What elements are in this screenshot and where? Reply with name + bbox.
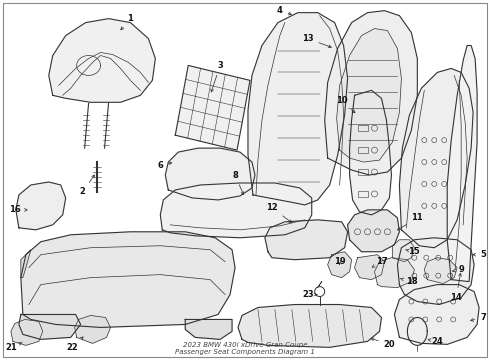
- Text: 9: 9: [453, 265, 464, 274]
- Text: 24: 24: [428, 337, 443, 346]
- Polygon shape: [394, 285, 479, 345]
- Text: 20: 20: [371, 338, 395, 349]
- Polygon shape: [397, 238, 474, 305]
- Polygon shape: [185, 319, 232, 339]
- Text: 22: 22: [67, 337, 83, 352]
- Polygon shape: [19, 315, 81, 339]
- Text: 19: 19: [334, 257, 345, 266]
- Text: 2: 2: [80, 175, 95, 197]
- Polygon shape: [337, 28, 401, 162]
- Text: 15: 15: [406, 247, 420, 256]
- Polygon shape: [21, 250, 31, 278]
- Text: 23: 23: [302, 290, 317, 299]
- Text: 1: 1: [121, 14, 133, 30]
- Polygon shape: [349, 90, 392, 215]
- Text: 3: 3: [211, 61, 223, 92]
- Polygon shape: [325, 11, 417, 175]
- Polygon shape: [374, 258, 415, 288]
- Polygon shape: [238, 305, 382, 347]
- Text: 14: 14: [450, 273, 462, 302]
- Text: 5: 5: [473, 250, 486, 259]
- Text: 7: 7: [471, 313, 486, 322]
- Bar: [358, 147, 368, 153]
- Polygon shape: [165, 148, 255, 200]
- Polygon shape: [392, 240, 415, 262]
- Text: 17: 17: [372, 257, 387, 267]
- Bar: [358, 169, 368, 175]
- Polygon shape: [347, 210, 399, 252]
- Bar: [358, 125, 368, 131]
- Text: 8: 8: [232, 171, 244, 195]
- Polygon shape: [265, 220, 347, 260]
- Polygon shape: [424, 258, 457, 284]
- Bar: [358, 191, 368, 197]
- Polygon shape: [328, 252, 352, 278]
- Text: 21: 21: [5, 343, 22, 352]
- Text: 2023 BMW 430i xDrive Gran Coupe
Passenger Seat Components Diagram 1: 2023 BMW 430i xDrive Gran Coupe Passenge…: [175, 342, 315, 355]
- Text: 6: 6: [157, 161, 171, 170]
- Text: 11: 11: [397, 213, 423, 230]
- Polygon shape: [355, 255, 385, 280]
- Polygon shape: [74, 315, 111, 343]
- Polygon shape: [21, 232, 235, 328]
- Polygon shape: [49, 19, 155, 102]
- Text: 10: 10: [336, 96, 355, 113]
- Text: 13: 13: [302, 34, 331, 48]
- Polygon shape: [175, 66, 250, 150]
- Text: 18: 18: [400, 277, 417, 286]
- Polygon shape: [11, 319, 43, 345]
- Polygon shape: [248, 13, 347, 205]
- Text: 12: 12: [266, 203, 292, 223]
- Polygon shape: [160, 183, 312, 238]
- Polygon shape: [399, 68, 473, 248]
- Polygon shape: [447, 45, 477, 282]
- Text: 4: 4: [277, 6, 292, 15]
- Polygon shape: [16, 182, 66, 230]
- Text: 16: 16: [9, 206, 27, 215]
